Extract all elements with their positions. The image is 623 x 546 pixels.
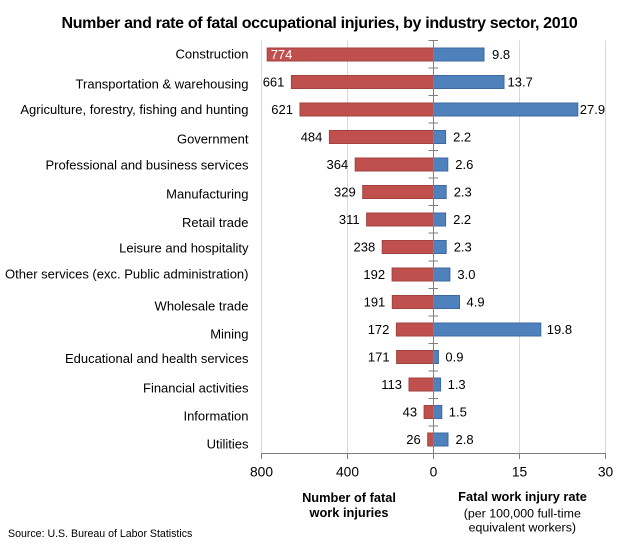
svg-text:Number and rate of fatal occup: Number and rate of fatal occupational in… [62, 15, 578, 32]
svg-text:0.9: 0.9 [445, 350, 463, 365]
svg-text:Utilities: Utilities [207, 436, 249, 451]
svg-text:15: 15 [512, 465, 528, 480]
svg-text:27.9: 27.9 [580, 102, 605, 117]
svg-text:Other services (exc. Public ad: Other services (exc. Public administrati… [5, 267, 248, 282]
svg-text:19.8: 19.8 [547, 322, 572, 337]
svg-text:800: 800 [250, 465, 273, 480]
svg-text:621: 621 [271, 102, 293, 117]
svg-text:1.5: 1.5 [449, 405, 467, 420]
svg-text:Professional and business serv: Professional and business services [45, 157, 249, 172]
svg-text:Construction: Construction [176, 47, 249, 62]
svg-text:work injuries: work injuries [309, 505, 389, 520]
svg-text:Educational and health service: Educational and health services [65, 351, 249, 366]
svg-text:192: 192 [363, 267, 385, 282]
svg-text:equivalent workers): equivalent workers) [469, 520, 576, 534]
svg-text:1.3: 1.3 [448, 377, 466, 392]
svg-text:311: 311 [339, 212, 360, 227]
svg-text:Manufacturing: Manufacturing [166, 187, 248, 202]
svg-text:(per 100,000 full-time: (per 100,000 full-time [464, 506, 581, 520]
svg-text:30: 30 [598, 465, 614, 480]
svg-text:Information: Information [183, 408, 248, 423]
svg-text:26: 26 [406, 432, 420, 447]
svg-text:113: 113 [381, 377, 402, 392]
svg-text:329: 329 [334, 184, 356, 199]
svg-text:238: 238 [353, 240, 375, 255]
svg-text:172: 172 [368, 322, 390, 337]
svg-text:Leisure and hospitality: Leisure and hospitality [119, 241, 249, 256]
svg-text:Source: U.S. Bureau of Labor S: Source: U.S. Bureau of Labor Statistics [8, 528, 192, 540]
svg-text:Fatal work injury rate: Fatal work injury rate [458, 489, 587, 504]
svg-text:191: 191 [364, 295, 386, 310]
svg-text:4.9: 4.9 [467, 295, 485, 310]
svg-text:Wholesale trade: Wholesale trade [155, 299, 249, 314]
svg-text:484: 484 [301, 129, 323, 144]
svg-text:774: 774 [271, 47, 293, 62]
svg-text:9.8: 9.8 [492, 47, 510, 62]
svg-text:2.6: 2.6 [455, 157, 473, 172]
svg-text:13.7: 13.7 [508, 74, 533, 89]
svg-text:Number of fatal: Number of fatal [302, 490, 396, 505]
svg-text:2.8: 2.8 [456, 432, 474, 447]
svg-text:43: 43 [403, 405, 417, 420]
svg-text:3.0: 3.0 [457, 267, 475, 282]
svg-text:Mining: Mining [210, 327, 248, 342]
svg-text:Transportation & warehousing: Transportation & warehousing [76, 77, 249, 92]
svg-text:2.2: 2.2 [453, 212, 471, 227]
svg-text:2.3: 2.3 [454, 184, 472, 199]
svg-text:400: 400 [336, 465, 359, 480]
svg-text:364: 364 [326, 157, 348, 172]
svg-text:Government: Government [177, 132, 249, 147]
svg-text:0: 0 [430, 465, 438, 480]
svg-text:171: 171 [368, 350, 390, 365]
svg-text:Retail trade: Retail trade [182, 215, 248, 230]
svg-text:Financial activities: Financial activities [143, 381, 249, 396]
svg-text:2.3: 2.3 [454, 240, 472, 255]
svg-text:Agriculture, forestry, fishing: Agriculture, forestry, fishing and hunti… [20, 102, 248, 117]
svg-text:2.2: 2.2 [453, 129, 471, 144]
svg-text:661: 661 [263, 74, 285, 89]
